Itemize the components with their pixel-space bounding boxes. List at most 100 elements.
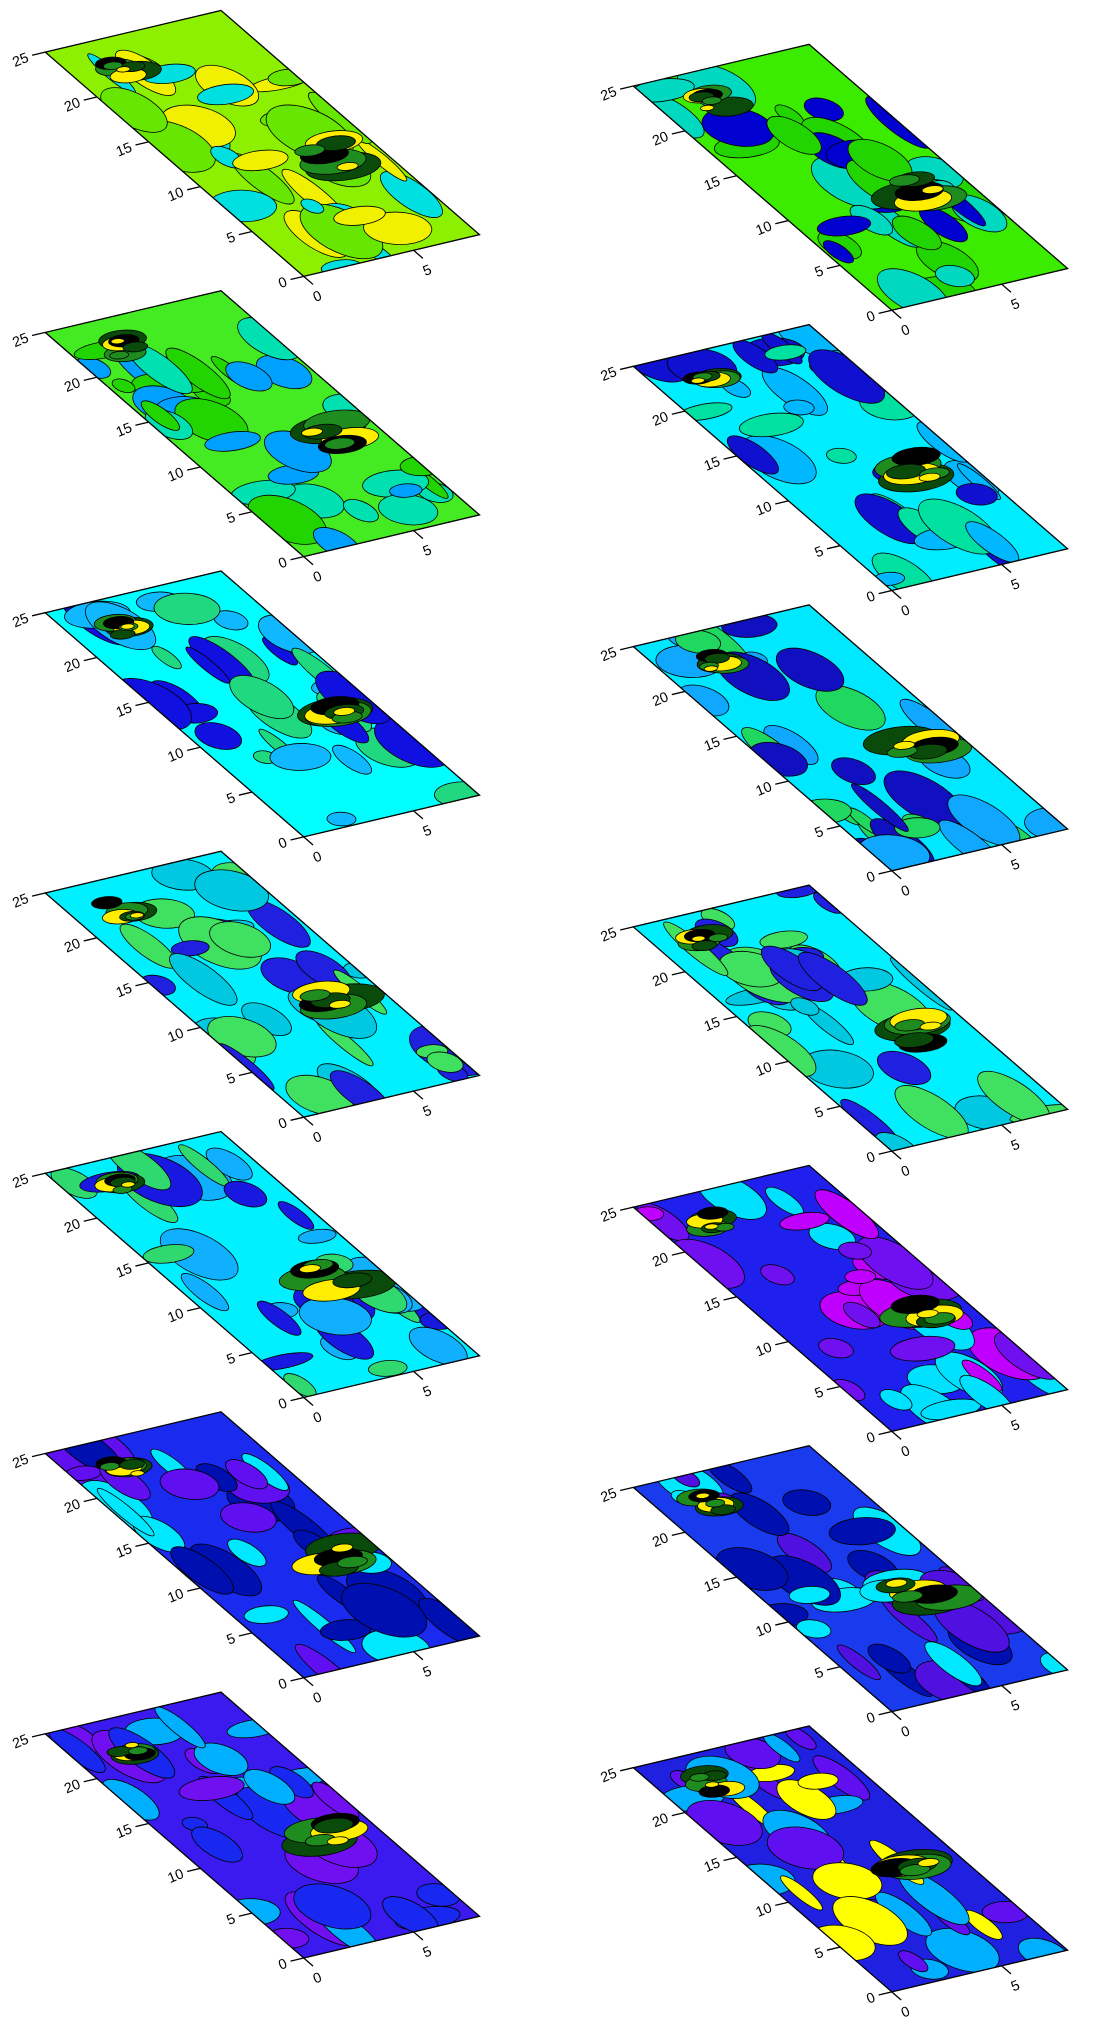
y-tick-label: 20 bbox=[62, 936, 83, 957]
y-tick-label: 25 bbox=[599, 1485, 620, 1506]
y-tick-label: 0 bbox=[276, 835, 289, 853]
x-tick-label: 0 bbox=[311, 1409, 324, 1427]
y-tick bbox=[620, 927, 633, 930]
x-tick-label: 5 bbox=[421, 1944, 434, 1962]
y-tick bbox=[135, 702, 148, 705]
y-tick bbox=[239, 792, 252, 795]
y-tick bbox=[724, 1857, 737, 1860]
y-tick bbox=[84, 97, 97, 100]
x-tick-label: 0 bbox=[311, 568, 324, 586]
y-tick-label: 15 bbox=[702, 454, 723, 475]
x-tick-label: 0 bbox=[311, 1129, 324, 1147]
y-tick bbox=[879, 310, 892, 313]
contour-panel: 051015202505 bbox=[599, 879, 1093, 1181]
contour-panel: 051015202505 bbox=[10, 8, 509, 306]
y-tick-label: 25 bbox=[10, 611, 31, 632]
y-tick bbox=[291, 1117, 304, 1120]
y-tick-label: 0 bbox=[276, 1676, 289, 1694]
x-tick bbox=[414, 1652, 423, 1660]
y-tick-label: 0 bbox=[276, 1395, 289, 1413]
y-tick bbox=[827, 1106, 840, 1109]
y-tick bbox=[775, 1902, 788, 1905]
y-tick bbox=[84, 1779, 97, 1782]
x-tick-label: 5 bbox=[1009, 576, 1022, 594]
contour-field bbox=[31, 8, 510, 296]
x-tick bbox=[892, 871, 901, 879]
y-tick bbox=[32, 1454, 45, 1457]
y-tick bbox=[827, 1947, 840, 1950]
y-tick bbox=[879, 1431, 892, 1434]
y-tick-label: 20 bbox=[62, 375, 83, 396]
y-tick bbox=[239, 1633, 252, 1636]
y-tick-label: 15 bbox=[702, 174, 723, 195]
y-tick-label: 5 bbox=[813, 1104, 826, 1122]
y-tick-label: 10 bbox=[754, 1900, 775, 1921]
y-tick-label: 20 bbox=[650, 970, 671, 991]
y-tick-label: 15 bbox=[702, 1575, 723, 1596]
contour-panel: 051015202505 bbox=[593, 1426, 1096, 1741]
y-tick-label: 25 bbox=[10, 330, 31, 351]
y-tick bbox=[291, 837, 304, 840]
y-tick bbox=[84, 658, 97, 661]
y-tick bbox=[187, 1027, 200, 1030]
y-tick bbox=[135, 1823, 148, 1826]
y-tick bbox=[239, 1353, 252, 1356]
y-tick bbox=[32, 613, 45, 616]
y-tick bbox=[672, 1532, 685, 1535]
x-tick bbox=[1002, 1125, 1011, 1133]
y-tick-label: 0 bbox=[864, 869, 877, 887]
x-tick bbox=[304, 557, 313, 565]
y-tick-label: 25 bbox=[10, 1451, 31, 1472]
y-tick-label: 10 bbox=[166, 1306, 187, 1327]
y-tick bbox=[672, 411, 685, 414]
x-tick-label: 0 bbox=[899, 322, 912, 340]
y-tick-label: 0 bbox=[276, 554, 289, 572]
y-tick-label: 25 bbox=[599, 644, 620, 665]
y-tick-label: 5 bbox=[225, 1350, 238, 1368]
y-tick-label: 0 bbox=[276, 274, 289, 292]
x-tick-label: 0 bbox=[899, 1163, 912, 1181]
y-tick-label: 0 bbox=[864, 588, 877, 606]
y-tick bbox=[775, 1061, 788, 1064]
x-tick bbox=[1002, 564, 1011, 572]
x-tick bbox=[414, 1371, 423, 1379]
contour-panel: 051015202505 bbox=[5, 554, 509, 867]
y-tick-label: 5 bbox=[225, 1911, 238, 1929]
y-tick-label: 20 bbox=[650, 1810, 671, 1831]
panels: 0510152025050510152025050510152025050510… bbox=[5, 8, 1096, 2022]
y-tick-label: 15 bbox=[702, 1014, 723, 1035]
contour-field bbox=[10, 1390, 517, 1703]
x-tick-label: 5 bbox=[1009, 1137, 1022, 1155]
x-tick-label: 0 bbox=[311, 1970, 324, 1988]
y-tick-label: 10 bbox=[754, 1620, 775, 1641]
y-tick bbox=[724, 456, 737, 459]
x-tick bbox=[1002, 284, 1011, 292]
y-tick-label: 25 bbox=[599, 364, 620, 385]
y-tick bbox=[239, 1913, 252, 1916]
y-tick bbox=[291, 1678, 304, 1681]
y-tick-label: 5 bbox=[813, 263, 826, 281]
x-tick bbox=[892, 1712, 901, 1720]
y-tick bbox=[724, 1297, 737, 1300]
x-tick-label: 5 bbox=[421, 542, 434, 560]
y-tick-label: 15 bbox=[114, 1261, 135, 1282]
x-tick bbox=[1002, 1686, 1011, 1694]
y-tick-label: 0 bbox=[864, 1990, 877, 2008]
x-tick bbox=[414, 811, 423, 819]
x-tick-label: 0 bbox=[899, 882, 912, 900]
x-tick bbox=[414, 1932, 423, 1940]
y-tick bbox=[879, 1712, 892, 1715]
x-tick bbox=[304, 1678, 313, 1686]
x-tick-label: 5 bbox=[1009, 296, 1022, 314]
y-tick-label: 0 bbox=[864, 1429, 877, 1447]
y-tick bbox=[620, 647, 633, 650]
x-tick bbox=[1002, 845, 1011, 853]
y-tick-label: 0 bbox=[276, 1115, 289, 1133]
y-tick-label: 10 bbox=[166, 1025, 187, 1046]
y-tick bbox=[135, 142, 148, 145]
x-tick bbox=[1002, 1966, 1011, 1974]
x-tick bbox=[304, 1958, 313, 1966]
x-tick-label: 5 bbox=[421, 1383, 434, 1401]
y-tick-label: 20 bbox=[62, 95, 83, 116]
y-tick-label: 25 bbox=[10, 891, 31, 912]
